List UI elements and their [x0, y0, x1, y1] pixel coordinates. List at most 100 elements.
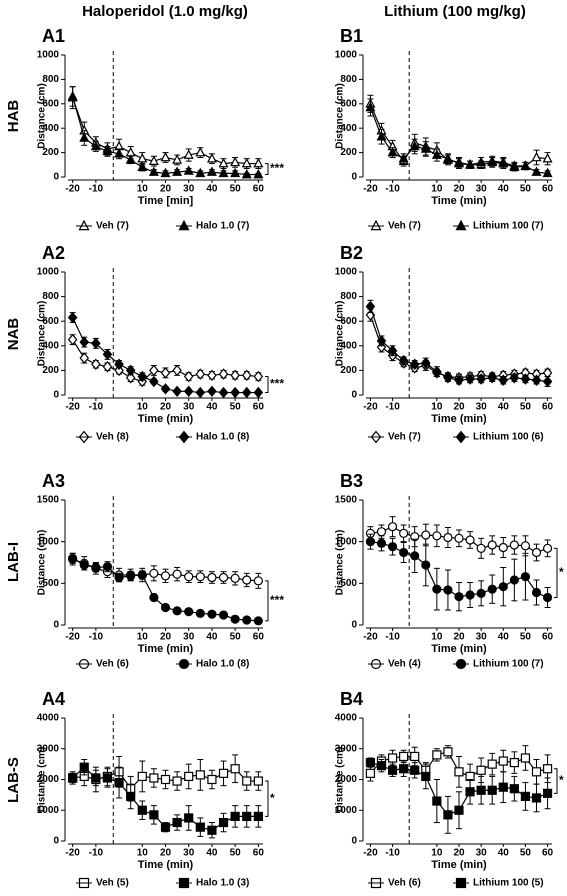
marker — [218, 817, 229, 828]
marker — [79, 762, 89, 772]
marker — [114, 148, 125, 158]
marker — [432, 750, 442, 760]
marker — [67, 333, 78, 346]
y-axis-label: Distance (cm) — [37, 83, 48, 149]
marker — [520, 753, 531, 763]
marker — [172, 569, 182, 579]
x-axis-label: Time (min) — [431, 413, 487, 425]
y-tick-label: 400 — [340, 340, 357, 351]
x-tick-label: 20 — [453, 632, 465, 643]
marker — [399, 764, 409, 774]
x-tick-label: 50 — [520, 184, 532, 195]
significance-bracket — [554, 547, 558, 598]
marker — [160, 383, 171, 395]
y-axis-label: Distance (cm) — [37, 530, 48, 596]
significance-bracket — [554, 768, 558, 794]
marker — [398, 354, 409, 367]
y-tick-label: 0 — [53, 836, 59, 847]
x-tick-label: 40 — [498, 848, 510, 859]
x-tick-label: 30 — [476, 632, 488, 643]
marker — [253, 157, 264, 168]
marker — [149, 773, 159, 783]
marker — [195, 146, 206, 157]
marker — [148, 166, 159, 176]
marker — [230, 156, 241, 167]
marker — [520, 541, 531, 551]
y-tick-label: 1000 — [335, 50, 358, 61]
marker — [454, 767, 464, 777]
series-line — [369, 314, 548, 379]
y-tick-label: 4000 — [335, 713, 358, 724]
y-axis-label: Distance (cm) — [335, 301, 346, 367]
marker — [399, 547, 409, 558]
marker — [376, 527, 387, 537]
marker — [542, 375, 553, 388]
significance: *** — [270, 377, 284, 391]
marker — [195, 167, 206, 178]
x-tick-label: 50 — [230, 632, 242, 643]
marker — [172, 817, 182, 828]
marker — [149, 364, 159, 377]
marker — [409, 140, 420, 151]
y-tick-label: 1000 — [335, 267, 358, 278]
y-tick-label: 0 — [351, 620, 357, 631]
row-label: NAB — [5, 318, 22, 351]
y-tick-label: 200 — [340, 365, 357, 376]
marker — [498, 374, 509, 386]
x-tick-label: 20 — [453, 402, 465, 413]
marker — [184, 572, 194, 582]
marker — [114, 572, 124, 583]
marker — [476, 765, 486, 775]
marker — [218, 610, 229, 620]
marker — [365, 101, 376, 112]
marker — [531, 793, 542, 803]
legend-label: Lithium 100 (5) — [473, 878, 544, 889]
x-tick-label: -10 — [89, 632, 104, 643]
marker — [387, 146, 398, 157]
y-tick-label: 600 — [340, 316, 357, 327]
panel-label: A1 — [42, 26, 65, 46]
marker — [487, 372, 497, 384]
y-tick-label: 1000 — [37, 267, 60, 278]
marker — [172, 606, 182, 616]
marker — [241, 369, 252, 382]
marker — [398, 153, 409, 163]
x-tick-label: 50 — [230, 402, 242, 413]
x-tick-label: 60 — [253, 402, 265, 413]
marker — [376, 761, 387, 771]
y-tick-label: 400 — [42, 123, 59, 134]
marker — [79, 352, 90, 364]
marker — [509, 575, 519, 585]
marker — [487, 759, 497, 769]
legend-marker — [455, 219, 467, 231]
x-tick-label: 40 — [498, 632, 510, 643]
marker — [218, 157, 229, 168]
row-label: LAB-S — [5, 757, 22, 803]
marker — [149, 375, 159, 388]
x-tick-label: 40 — [206, 184, 218, 195]
marker — [149, 568, 159, 578]
y-axis-label: Distance (cm) — [37, 747, 48, 813]
y-tick-label: 0 — [53, 172, 59, 183]
marker — [542, 592, 553, 603]
x-tick-label: 10 — [431, 402, 443, 413]
marker — [432, 796, 442, 806]
marker — [409, 358, 420, 370]
marker — [542, 764, 553, 774]
marker — [218, 167, 229, 178]
x-tick-label: 40 — [206, 402, 218, 413]
x-tick-label: 40 — [498, 184, 510, 195]
marker — [230, 167, 241, 178]
x-tick-label: 10 — [137, 848, 149, 859]
marker — [230, 764, 240, 774]
marker — [148, 155, 159, 165]
marker — [443, 532, 453, 543]
marker — [410, 551, 420, 561]
marker — [242, 776, 252, 786]
marker — [253, 386, 264, 399]
x-axis-label: Time (min) — [431, 859, 487, 871]
marker — [137, 161, 148, 172]
marker — [476, 588, 486, 598]
significance-bracket — [265, 376, 269, 394]
